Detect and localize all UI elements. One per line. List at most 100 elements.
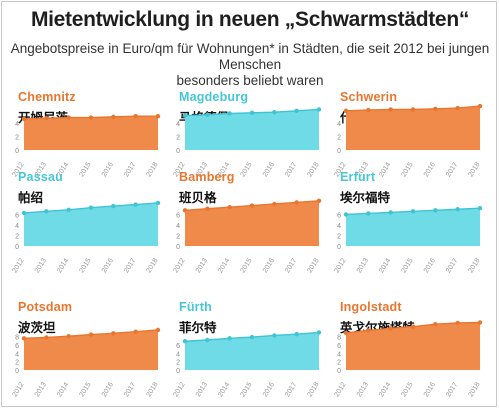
data-point-2014 (66, 207, 71, 212)
data-point-2014 (66, 334, 71, 339)
y-tick-label: 6 (15, 213, 19, 220)
y-tick-label: 0 (337, 148, 341, 155)
x-tick-label: 2014 (378, 381, 392, 398)
data-point-2014 (388, 326, 393, 331)
x-tick-label: 2014 (217, 257, 231, 274)
data-point-2018 (316, 107, 322, 112)
x-tick-label: 2013 (34, 257, 48, 274)
data-point-2016 (111, 114, 116, 120)
data-point-2016 (272, 333, 277, 338)
panel-9: Ingolstadt 英戈尔施塔特 0 2 4 6 8 2012 2013 2014 2015 201… (334, 300, 484, 400)
y-tick-label: 4 (15, 121, 19, 128)
data-point-2015 (88, 205, 94, 210)
data-point-2014 (388, 107, 393, 112)
data-point-2016 (272, 109, 277, 115)
x-tick-label: 2018 (146, 257, 160, 274)
x-tick-label: 2018 (468, 381, 482, 398)
y-tick-label: 0 (15, 368, 19, 375)
x-tick-label: 2016 (101, 257, 115, 274)
y-tick-label: 4 (337, 121, 341, 128)
area-fill (24, 330, 158, 370)
data-point-2017 (133, 202, 138, 207)
x-tick-label: 2015 (79, 257, 93, 274)
data-point-2013 (205, 206, 210, 211)
panel-5: Bamberg 班贝格 0 2 4 6 2012 2013 2014 2015 2016 2017 20… (173, 170, 323, 274)
area-fill (346, 208, 480, 246)
data-point-2012 (343, 330, 349, 336)
x-tick-label: 2015 (401, 381, 415, 398)
data-point-2014 (227, 111, 232, 116)
panel-3: Schwerin什末林02420122013201420152016201720… (334, 90, 484, 190)
chart-subtitle: Angebotspreise in Euro/qm für Wohnungen*… (0, 41, 500, 89)
x-tick-label: 2013 (195, 381, 209, 398)
x-tick-label: 2012 (12, 257, 26, 274)
area-fill (185, 109, 319, 150)
y-tick-label: 2 (176, 360, 180, 367)
x-tick-label: 2016 (101, 381, 115, 398)
data-point-2012 (21, 336, 27, 341)
data-point-2017 (455, 207, 460, 212)
data-point-2015 (249, 110, 255, 116)
x-tick-label: 2014 (56, 381, 70, 398)
city-name-chinese: 波茨坦 (18, 320, 56, 335)
panel-8: Fürth 菲尔特 0 2 4 6 2012 2013 2014 2015 2016 2017 2018 (173, 300, 323, 400)
city-name: Ingolstadt (340, 300, 402, 314)
x-tick-label: 2017 (445, 381, 459, 398)
y-tick-label: 2 (337, 360, 341, 367)
panel-6: Erfurt 埃尔福特 0 2 4 6 2012 2013 2014 2015 2016 2017 20… (334, 170, 484, 274)
x-tick-label: 2016 (423, 257, 437, 274)
x-tick-label: 2017 (123, 257, 137, 274)
y-tick-label: 2 (15, 360, 19, 367)
y-tick-label: 8 (15, 335, 19, 342)
y-tick-label: 8 (337, 335, 341, 342)
data-point-2017 (294, 331, 299, 337)
x-tick-label: 2018 (468, 257, 482, 274)
data-point-2018 (316, 330, 322, 335)
x-tick-label: 2017 (284, 257, 298, 274)
data-point-2015 (410, 324, 416, 329)
data-point-2018 (155, 114, 161, 119)
data-point-2014 (227, 336, 232, 341)
x-tick-label: 2015 (401, 257, 415, 274)
y-tick-label: 2 (176, 234, 180, 241)
x-tick-label: 2015 (79, 381, 93, 398)
data-point-2017 (455, 105, 460, 111)
y-tick-label: 4 (337, 223, 341, 230)
data-point-2012 (182, 113, 188, 118)
y-tick-label: 6 (15, 343, 19, 350)
data-point-2017 (294, 200, 299, 205)
data-point-2015 (88, 332, 94, 337)
data-point-2012 (21, 116, 27, 122)
x-tick-label: 2013 (356, 381, 370, 398)
data-point-2012 (21, 210, 27, 216)
x-tick-label: 2018 (307, 381, 321, 398)
x-tick-label: 2016 (262, 257, 276, 274)
data-point-2015 (249, 334, 255, 340)
area-fill (24, 116, 158, 150)
x-tick-label: 2013 (34, 381, 48, 398)
x-tick-label: 2013 (195, 257, 209, 274)
data-point-2018 (477, 103, 483, 109)
city-name-chinese: 菲尔特 (179, 320, 217, 335)
y-tick-label: 0 (337, 244, 341, 251)
data-point-2018 (477, 206, 483, 211)
y-tick-label: 2 (337, 134, 341, 141)
city-name: Bamberg (179, 170, 235, 184)
data-point-2016 (111, 331, 116, 336)
y-tick-label: 4 (176, 351, 180, 358)
x-tick-label: 2016 (262, 381, 276, 398)
x-tick-label: 2012 (334, 257, 348, 274)
data-point-2017 (294, 108, 299, 113)
x-tick-label: 2017 (123, 381, 137, 398)
y-tick-label: 6 (337, 213, 341, 220)
data-point-2016 (433, 106, 438, 111)
city-name-chinese: 班贝格 (179, 190, 217, 205)
x-tick-label: 2018 (307, 257, 321, 274)
area-fill (185, 332, 319, 370)
data-point-2016 (111, 203, 116, 209)
y-tick-label: 4 (176, 223, 180, 230)
y-tick-label: 0 (176, 368, 180, 375)
data-point-2018 (316, 198, 322, 204)
